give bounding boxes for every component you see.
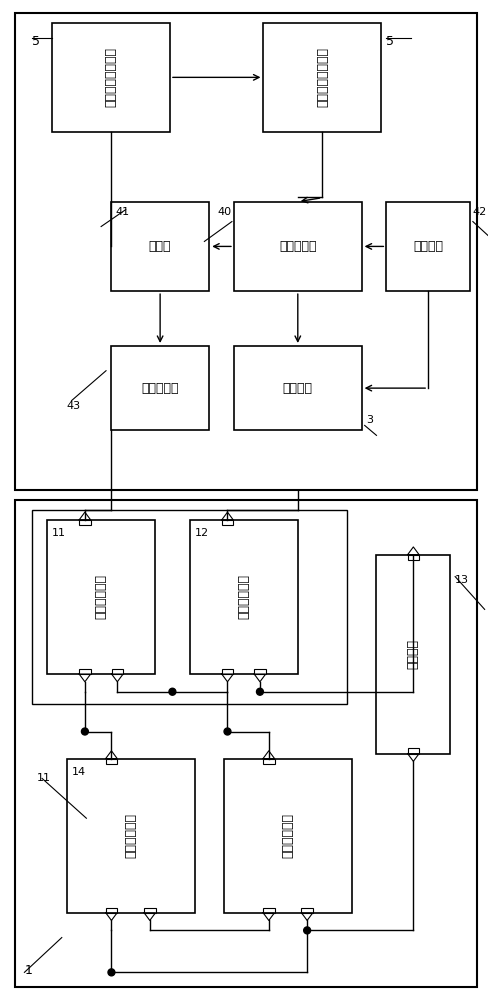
Text: 公网信号发射单元: 公网信号发射单元 — [105, 47, 117, 107]
Bar — [111, 346, 210, 430]
Bar — [15, 13, 477, 490]
Text: 3: 3 — [367, 415, 374, 425]
Text: 5: 5 — [387, 35, 394, 48]
Bar — [144, 908, 156, 913]
Bar — [67, 759, 195, 913]
Text: 公网信号接收单元: 公网信号接收单元 — [316, 47, 329, 107]
Bar — [377, 555, 450, 754]
Text: 41: 41 — [116, 207, 130, 217]
Text: 后台处理器: 后台处理器 — [279, 240, 317, 253]
Circle shape — [108, 969, 115, 976]
Text: 12: 12 — [195, 528, 209, 538]
Text: 移动终端: 移动终端 — [283, 382, 313, 395]
Text: 采集保护模块: 采集保护模块 — [282, 813, 294, 858]
Text: 42: 42 — [473, 207, 487, 217]
Bar — [32, 510, 347, 704]
Bar — [263, 23, 382, 132]
Bar — [234, 346, 362, 430]
Bar — [79, 520, 91, 525]
Bar — [106, 759, 117, 764]
Text: 数据采集单元: 数据采集单元 — [124, 813, 137, 858]
Text: 加密单元: 加密单元 — [413, 240, 443, 253]
Bar — [263, 759, 275, 764]
Bar — [234, 202, 362, 291]
Bar — [263, 908, 275, 913]
Bar — [301, 908, 313, 913]
Text: 终端显示器: 终端显示器 — [141, 382, 179, 395]
Text: 13: 13 — [455, 575, 469, 585]
Text: 数据处理单元: 数据处理单元 — [95, 574, 107, 619]
Bar — [15, 500, 477, 987]
Bar — [111, 202, 210, 291]
Text: 5: 5 — [32, 35, 40, 48]
Bar — [408, 555, 419, 560]
Circle shape — [81, 728, 88, 735]
Bar — [387, 202, 470, 291]
Text: 保护电路单元: 保护电路单元 — [237, 574, 250, 619]
Bar — [408, 748, 419, 754]
Circle shape — [169, 688, 176, 695]
Bar — [224, 759, 352, 913]
Bar — [52, 23, 170, 132]
Bar — [47, 520, 155, 674]
Text: 储存器: 储存器 — [149, 240, 172, 253]
Text: 43: 43 — [67, 401, 81, 411]
Bar — [190, 520, 298, 674]
Bar — [79, 669, 91, 674]
Text: 电源单元: 电源单元 — [407, 639, 420, 669]
Circle shape — [256, 688, 263, 695]
Bar — [106, 908, 117, 913]
Bar — [222, 669, 233, 674]
Bar — [222, 520, 233, 525]
Text: 11: 11 — [52, 528, 66, 538]
Text: 14: 14 — [71, 767, 86, 777]
Circle shape — [304, 927, 311, 934]
Bar — [111, 669, 123, 674]
Text: 40: 40 — [218, 207, 232, 217]
Circle shape — [224, 728, 231, 735]
Text: 11: 11 — [37, 773, 51, 783]
Text: 1: 1 — [25, 964, 32, 977]
Bar — [254, 669, 266, 674]
